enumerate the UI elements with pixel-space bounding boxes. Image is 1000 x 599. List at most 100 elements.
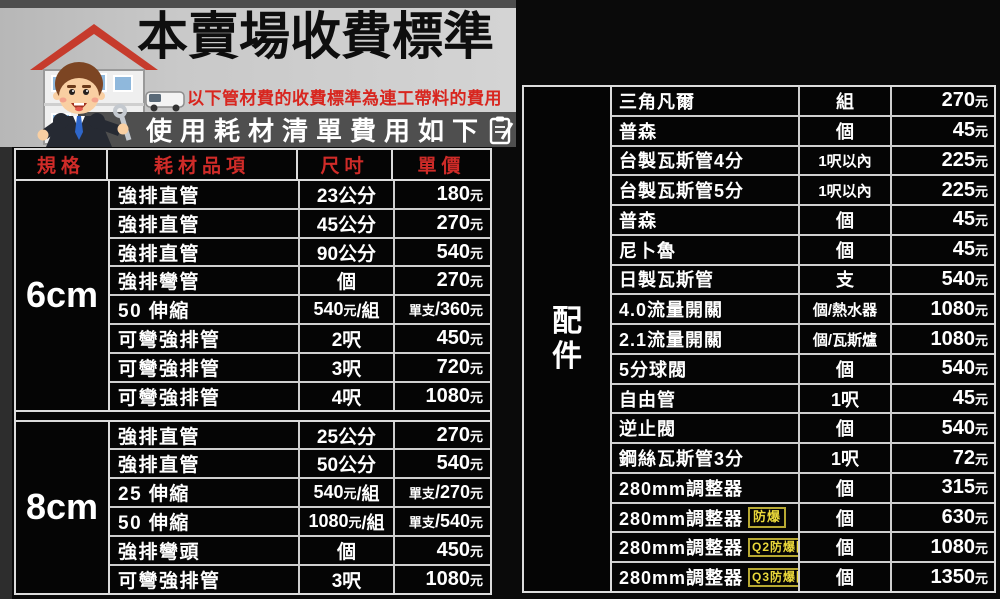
table-row: 強排直管 90公分 540 元 — [110, 236, 490, 266]
size-value: 2呎 — [331, 330, 362, 352]
price-value: 45 — [952, 238, 975, 261]
size-cell: 3呎 — [300, 353, 395, 381]
size-value: 50公分 — [316, 455, 377, 477]
item-name: 強排彎頭 — [118, 542, 201, 564]
size-value: 1呎 — [830, 389, 859, 410]
size-cell: 45公分 — [300, 209, 395, 237]
item-cell: 強排直管 — [110, 209, 300, 237]
accessories-spec-label-char: 配 — [552, 305, 582, 338]
price-cell: 1350 元 — [892, 563, 994, 591]
item-cell: 可彎強排管 — [110, 566, 300, 594]
price-value: 450 — [436, 327, 470, 350]
price-prefix: 單支 — [408, 303, 435, 319]
price-value: 540 — [941, 267, 975, 290]
item-name: 尼卜魯 — [619, 240, 676, 261]
size-cell: 個 — [800, 563, 892, 592]
item-cell: 強排直管 — [110, 421, 300, 449]
item-name: 可彎強排管 — [118, 358, 221, 380]
size-value: 45公分 — [316, 214, 377, 236]
size-cell: 540 元/組 — [300, 479, 395, 507]
price-value: /360 — [434, 299, 470, 320]
col-header-item: 耗材品項 — [108, 150, 298, 179]
item-name: 280mm調整器 — [619, 508, 744, 529]
size-value: 90公分 — [316, 243, 377, 265]
size-value: 540 — [313, 299, 344, 320]
price-cell: 540 元 — [892, 355, 994, 383]
size-value: 個 — [336, 272, 356, 294]
table-row: 強排直管 45公分 270 元 — [110, 207, 490, 237]
table-row: 5分球閥 個 540 元 — [612, 352, 994, 383]
size-value: 個 — [836, 478, 854, 499]
price-value: 1350 — [930, 565, 975, 588]
price-value: 540 — [436, 452, 470, 475]
item-name: 4.0流量開關 — [619, 300, 724, 321]
price-cell: 1080 元 — [892, 533, 994, 561]
item-cell: 可彎強排管 — [110, 353, 300, 381]
size-value: 25公分 — [316, 426, 377, 448]
size-value: 個 — [836, 359, 854, 380]
page-title: 本賣場收費標準 — [137, 8, 495, 65]
price-value: 45 — [952, 387, 975, 410]
table-row: 可彎強排管 2呎 450 元 — [110, 323, 490, 352]
size-cell: 個 — [800, 235, 892, 264]
item-cell: 普森 — [612, 206, 800, 234]
price-value: 45 — [952, 208, 975, 231]
price-cell: 單支/360 元 — [395, 296, 490, 323]
price-cell: 540 元 — [395, 450, 490, 477]
unit-label: 元 — [974, 540, 988, 556]
price-value: 225 — [941, 178, 975, 201]
item-name: 台製瓦斯管4分 — [619, 151, 745, 172]
item-cell: 強排直管 — [110, 238, 300, 266]
size-cell: 組 — [800, 87, 892, 115]
unit-label: 元 — [974, 183, 988, 199]
table-row: 普森 個 45 元 — [612, 204, 994, 234]
col-header-spec: 規格 — [16, 150, 108, 179]
price-cell: 450 元 — [395, 325, 490, 352]
item-name: 強排彎管 — [118, 272, 201, 294]
size-extra: /組 — [361, 512, 385, 533]
table-row: 可彎強排管 4呎 1080 元 — [110, 380, 490, 410]
price-cell: 225 元 — [892, 176, 994, 204]
usage-band: 使用耗材清單費用如下 — [86, 112, 516, 147]
item-name: 台製瓦斯管5分 — [619, 181, 745, 202]
price-value: /540 — [434, 511, 470, 532]
size-cell: 540 元/組 — [300, 296, 395, 324]
size-cell: 1呎以內 — [800, 146, 892, 175]
item-name: 鋼絲瓦斯管3分 — [619, 449, 745, 470]
size-cell: 2呎 — [300, 325, 395, 352]
unit-label: 元 — [974, 421, 988, 437]
price-value: 1080 — [425, 384, 470, 407]
item-cell: 280mm調整器 防爆 — [612, 503, 800, 532]
spec-cell: 6cm — [16, 181, 110, 410]
size-extra: /組 — [356, 483, 380, 504]
item-name: 普森 — [619, 121, 657, 142]
price-cell: 單支/270 元 — [395, 479, 490, 506]
item-cell: 5分球閥 — [612, 354, 800, 383]
unit-label: 元 — [469, 332, 483, 348]
item-name: 日製瓦斯管 — [619, 270, 714, 291]
item-cell: 強排直管 — [110, 181, 300, 208]
price-cell: 72 元 — [892, 444, 994, 472]
unit-label: 元 — [469, 428, 483, 444]
size-cell: 90公分 — [300, 238, 395, 266]
item-name: 三角凡爾 — [619, 91, 695, 112]
table-row: 日製瓦斯管 支 540 元 — [612, 263, 994, 294]
unit-label: 元 — [974, 570, 988, 586]
item-name: 可彎強排管 — [118, 571, 221, 593]
delivery-van-illustration — [145, 91, 185, 112]
item-cell: 可彎強排管 — [110, 325, 300, 352]
rows-container: 強排直管 25公分 270 元強排直管 50公分 540 元 25 伸縮 540 元/組 單支/27… — [110, 421, 490, 594]
accessories-spec-label-char: 件 — [552, 340, 582, 373]
size-value: 1080 — [308, 511, 349, 532]
size-value: 個 — [836, 419, 854, 440]
item-cell: 2.1流量開關 — [612, 325, 800, 353]
item-cell: 50 伸縮 — [110, 296, 300, 324]
usage-band-text: 使用耗材清單費用如下 — [146, 116, 487, 146]
unit-label: 元 — [469, 457, 483, 473]
item-name: 280mm調整器 — [619, 538, 744, 559]
unit-label: 元 — [469, 216, 483, 232]
item-cell: 台製瓦斯管5分 — [612, 176, 800, 205]
price-cell: 450 元 — [395, 537, 490, 564]
price-cell: 45 元 — [892, 117, 994, 145]
size-cell: 23公分 — [300, 181, 395, 208]
